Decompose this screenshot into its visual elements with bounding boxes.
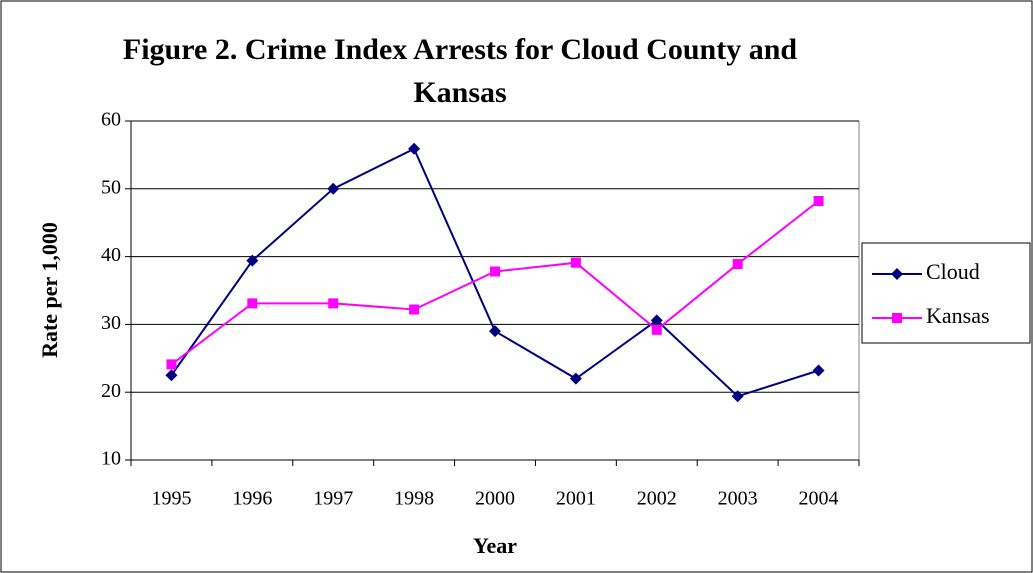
data-point: [731, 390, 744, 403]
x-tick-label: 1995: [151, 488, 191, 510]
legend: [861, 242, 1031, 344]
chart-title: Figure 2. Crime Index Arrests for Cloud …: [123, 33, 798, 66]
data-point: [650, 314, 663, 327]
x-tick-label: 2001: [556, 488, 596, 510]
x-axis-label: Year: [473, 533, 517, 558]
y-tick-label: 60: [101, 109, 121, 131]
legend-label: Kansas: [926, 303, 990, 328]
data-point: [732, 259, 743, 270]
data-point: [166, 359, 177, 370]
y-tick-label: 10: [101, 448, 121, 470]
x-tick-label: 1996: [232, 488, 272, 510]
data-point: [165, 369, 178, 382]
y-axis-label: Rate per 1,000: [37, 222, 62, 358]
x-tick-label: 1998: [394, 488, 434, 510]
data-point: [651, 324, 662, 335]
data-point: [569, 372, 582, 385]
legend-swatch: [891, 268, 903, 280]
x-tick-label: 1997: [313, 488, 353, 510]
legend-label: Cloud: [926, 259, 980, 284]
y-tick-label: 40: [101, 244, 121, 266]
data-point: [570, 257, 581, 268]
x-tick-label: 2000: [475, 488, 515, 510]
data-point: [327, 182, 340, 195]
data-point: [247, 298, 258, 309]
y-tick-label: 30: [101, 312, 121, 334]
chart-title: Kansas: [413, 76, 506, 109]
y-tick-label: 20: [101, 380, 121, 402]
data-point: [246, 254, 259, 267]
x-tick-label: 2003: [718, 488, 758, 510]
data-point: [813, 196, 824, 207]
data-point: [489, 325, 501, 338]
legend-swatch: [892, 313, 902, 323]
data-point: [408, 142, 421, 155]
x-tick-label: 2004: [799, 488, 839, 510]
data-point: [409, 304, 420, 315]
y-tick-label: 50: [101, 176, 121, 198]
x-tick-label: 2002: [637, 488, 677, 510]
data-point: [328, 298, 339, 309]
data-point: [812, 364, 825, 377]
data-point: [490, 266, 500, 277]
